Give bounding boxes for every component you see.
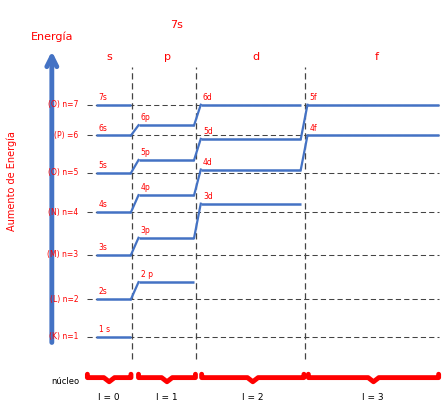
Text: 3p: 3p	[141, 226, 150, 235]
Text: l = 0: l = 0	[99, 393, 120, 402]
Text: 4d: 4d	[203, 158, 213, 167]
Text: 6d: 6d	[203, 93, 213, 102]
Text: (L) n=2: (L) n=2	[50, 295, 78, 304]
Text: l = 3: l = 3	[363, 393, 384, 402]
Text: 4f: 4f	[310, 124, 317, 133]
Text: 1 s: 1 s	[99, 325, 110, 334]
Text: 5p: 5p	[141, 148, 150, 157]
Text: Energía: Energía	[31, 31, 73, 42]
Text: 4s: 4s	[99, 200, 107, 209]
Text: d: d	[253, 52, 260, 62]
Text: 5s: 5s	[99, 161, 107, 170]
Text: (M) n=3: (M) n=3	[47, 250, 78, 259]
Text: Aumento de Energía: Aumento de Energía	[7, 132, 17, 231]
Text: l = 2: l = 2	[242, 393, 264, 402]
Text: núcleo: núcleo	[52, 377, 80, 386]
Text: f: f	[374, 52, 378, 62]
Text: (O) n=7: (O) n=7	[48, 100, 78, 109]
Text: (N) n=4: (N) n=4	[48, 208, 78, 217]
Text: l = 1: l = 1	[156, 393, 178, 402]
Text: s: s	[107, 52, 112, 62]
Text: 5d: 5d	[203, 127, 213, 136]
Text: (O) n=5: (O) n=5	[48, 168, 78, 177]
Text: 7s: 7s	[170, 20, 183, 30]
Text: 6s: 6s	[99, 124, 107, 133]
Text: 5f: 5f	[310, 93, 317, 102]
Text: 4p: 4p	[141, 183, 150, 192]
Text: 2s: 2s	[99, 288, 107, 296]
Text: (K) n=1: (K) n=1	[49, 332, 78, 341]
Text: (P) =6: (P) =6	[54, 131, 78, 140]
Text: 6p: 6p	[141, 113, 150, 122]
Text: 7s: 7s	[99, 93, 107, 102]
Text: 3s: 3s	[99, 243, 107, 252]
Text: 2 p: 2 p	[141, 271, 153, 279]
Text: 3d: 3d	[203, 192, 213, 201]
Text: p: p	[164, 52, 171, 62]
